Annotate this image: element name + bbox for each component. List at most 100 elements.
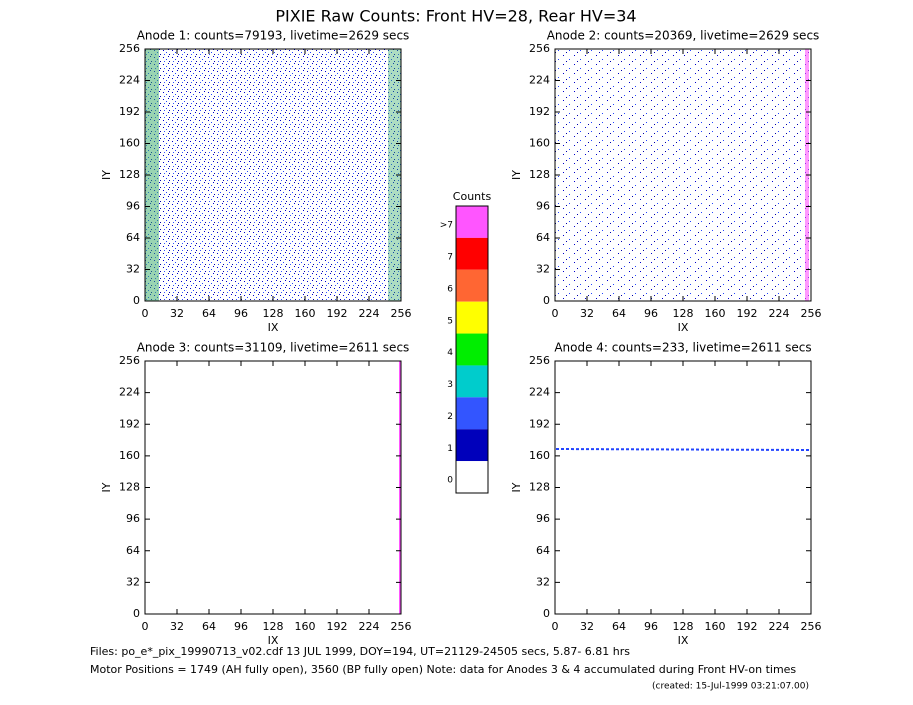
x-tick-label: 64 <box>612 620 626 633</box>
x-tick-label: 128 <box>673 620 694 633</box>
colorbar-frame <box>455 205 489 494</box>
x-tick-label: 128 <box>673 307 694 320</box>
x-tick-label: 0 <box>142 307 149 320</box>
x-tick-label: 160 <box>295 620 316 633</box>
y-tick-label: 128 <box>119 168 140 181</box>
y-tick-label: 128 <box>529 481 550 494</box>
footer-line: Motor Positions = 1749 (AH fully open), … <box>90 663 796 676</box>
y-tick-label: 32 <box>536 263 550 276</box>
image-texture <box>145 49 401 301</box>
colorbar-swatch <box>456 237 488 270</box>
x-tick-label: 192 <box>327 620 348 633</box>
y-tick-label: 256 <box>119 354 140 367</box>
x-axis-label: IX <box>678 321 689 334</box>
colorbar-swatch <box>456 301 488 334</box>
y-axis-label: IY <box>100 482 113 492</box>
y-tick-label: 128 <box>119 481 140 494</box>
colorbar-swatch <box>456 365 488 398</box>
x-tick-label: 256 <box>391 620 412 633</box>
figure-title: PIXIE Raw Counts: Front HV=28, Rear HV=3… <box>275 7 636 26</box>
panel-title: Anode 1: counts=79193, livetime=2629 sec… <box>137 29 410 43</box>
colorbar-swatch <box>456 206 488 238</box>
colorbar-label: 5 <box>447 316 453 326</box>
y-tick-label: 64 <box>126 231 140 244</box>
image-texture <box>555 448 811 451</box>
x-tick-label: 0 <box>552 620 559 633</box>
y-tick-label: 256 <box>529 42 550 55</box>
x-tick-label: 0 <box>142 620 149 633</box>
y-tick-label: 128 <box>529 168 550 181</box>
y-axis-label: IY <box>100 170 113 180</box>
x-tick-label: 96 <box>234 620 248 633</box>
x-tick-label: 64 <box>202 620 216 633</box>
colorbar-label: 3 <box>447 380 453 390</box>
y-tick-label: 96 <box>126 200 140 213</box>
colorbar-swatch <box>456 429 488 462</box>
y-tick-label: 160 <box>119 449 140 462</box>
y-tick-label: 32 <box>126 575 140 588</box>
plot-frame <box>144 360 402 615</box>
y-tick-label: 0 <box>543 294 550 307</box>
x-axis-label: IX <box>268 321 279 334</box>
x-axis-label: IX <box>678 634 689 647</box>
colorbar-label: 6 <box>447 284 453 294</box>
y-tick-label: 256 <box>529 354 550 367</box>
y-tick-label: 64 <box>536 544 550 557</box>
y-tick-label: 224 <box>119 74 140 87</box>
panel-title: Anode 3: counts=31109, livetime=2611 sec… <box>137 341 410 355</box>
y-axis-label: IY <box>510 170 523 180</box>
x-tick-label: 256 <box>801 620 822 633</box>
y-tick-label: 64 <box>126 544 140 557</box>
x-tick-label: 224 <box>359 620 380 633</box>
x-tick-label: 32 <box>170 620 184 633</box>
y-tick-label: 96 <box>536 200 550 213</box>
plot-frame <box>554 360 812 615</box>
y-tick-label: 256 <box>119 42 140 55</box>
image-texture <box>555 49 811 301</box>
y-tick-label: 0 <box>543 607 550 620</box>
y-tick-label: 0 <box>133 294 140 307</box>
x-tick-label: 96 <box>644 307 658 320</box>
x-tick-label: 224 <box>769 307 790 320</box>
x-tick-label: 224 <box>359 307 380 320</box>
x-tick-label: 192 <box>327 307 348 320</box>
y-axis-label: IY <box>510 482 523 492</box>
x-tick-label: 32 <box>170 307 184 320</box>
y-tick-label: 64 <box>536 231 550 244</box>
colorbar-swatch <box>456 461 488 493</box>
y-tick-label: 192 <box>119 105 140 118</box>
colorbar-title: Counts <box>453 190 492 203</box>
y-tick-label: 192 <box>529 105 550 118</box>
y-tick-label: 224 <box>529 386 550 399</box>
x-tick-label: 128 <box>263 307 284 320</box>
x-tick-label: 32 <box>580 307 594 320</box>
x-tick-label: 160 <box>705 620 726 633</box>
colorbar-label: 2 <box>447 412 453 422</box>
x-tick-label: 160 <box>295 307 316 320</box>
y-tick-label: 192 <box>529 417 550 430</box>
x-tick-label: 64 <box>202 307 216 320</box>
colorbar-swatch <box>456 269 488 302</box>
y-tick-label: 32 <box>126 263 140 276</box>
y-tick-label: 192 <box>119 417 140 430</box>
y-tick-label: 224 <box>529 74 550 87</box>
panel-title: Anode 4: counts=233, livetime=2611 secs <box>554 341 811 355</box>
x-tick-label: 128 <box>263 620 284 633</box>
footer-line: Files: po_e*_pix_19990713_v02.cdf 13 JUL… <box>90 645 630 658</box>
x-tick-label: 192 <box>737 620 758 633</box>
x-tick-label: 0 <box>552 307 559 320</box>
panel-title: Anode 2: counts=20369, livetime=2629 sec… <box>547 29 820 43</box>
y-tick-label: 96 <box>126 512 140 525</box>
footer-line: (created: 15-Jul-1999 03:21:07.00) <box>652 682 809 692</box>
colorbar-swatch <box>456 333 488 366</box>
x-tick-label: 32 <box>580 620 594 633</box>
x-tick-label: 160 <box>705 307 726 320</box>
x-tick-label: 192 <box>737 307 758 320</box>
x-tick-label: 64 <box>612 307 626 320</box>
y-tick-label: 160 <box>529 137 550 150</box>
y-tick-label: 96 <box>536 512 550 525</box>
x-tick-label: 96 <box>644 620 658 633</box>
x-tick-label: 256 <box>801 307 822 320</box>
colorbar-label: 1 <box>447 444 453 454</box>
